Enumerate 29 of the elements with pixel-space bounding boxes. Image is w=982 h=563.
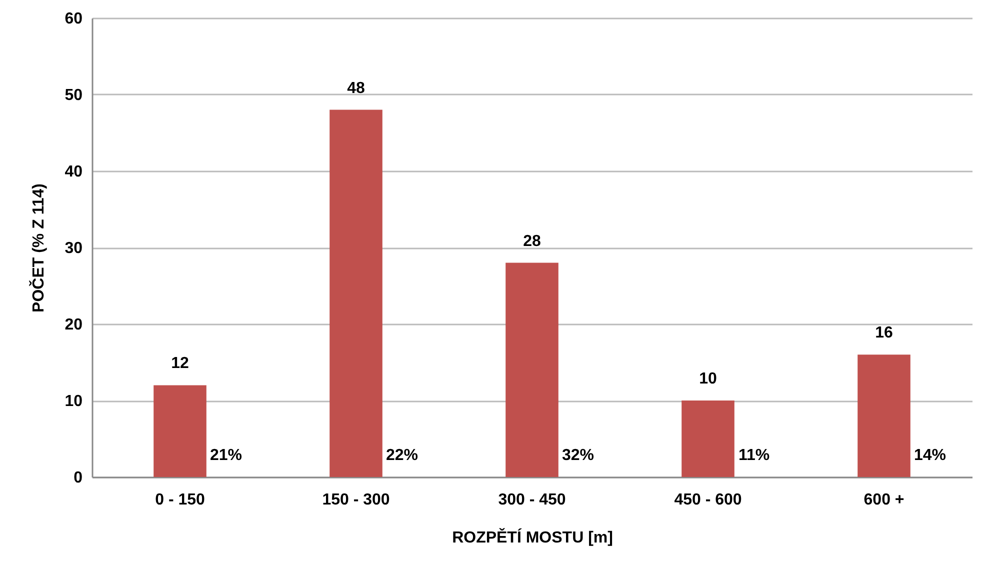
x-tick-label: 600 + [864, 492, 904, 508]
annotation: 22% [386, 447, 418, 464]
y-tick-label: 60 [64, 10, 83, 28]
y-tick-label: 0 [74, 470, 83, 486]
data-label: 10 [699, 370, 717, 388]
x-tick-label: 150 - 300 [322, 492, 390, 508]
x-tick-label: 0 - 150 [155, 492, 206, 508]
annotation: 21% [210, 447, 242, 464]
annotation: 14% [914, 447, 946, 464]
data-label: 16 [875, 324, 893, 342]
x-tick-label: 300 - 450 [498, 492, 566, 508]
y-tick-label: 10 [64, 393, 83, 410]
annotation: 11% [738, 447, 770, 464]
bar [858, 354, 910, 477]
y-tick-label: 50 [64, 87, 83, 104]
y-tick-label: 40 [64, 164, 83, 180]
x-tick-label: 450 - 600 [674, 492, 742, 508]
y-tick-label: 20 [64, 316, 83, 334]
data-label: 48 [347, 80, 365, 97]
data-label: 28 [523, 232, 541, 250]
bar [506, 262, 558, 477]
x-axis-title: ROZPĚTÍ MOSTU [m] [452, 528, 613, 546]
bar [330, 110, 382, 477]
y-tick-label: 30 [64, 240, 83, 257]
bar [682, 400, 734, 477]
y-axis-title: POČET (% Z 114) [28, 184, 48, 312]
bar [154, 385, 206, 477]
data-label: 12 [171, 355, 189, 372]
annotation: 32% [562, 447, 594, 464]
